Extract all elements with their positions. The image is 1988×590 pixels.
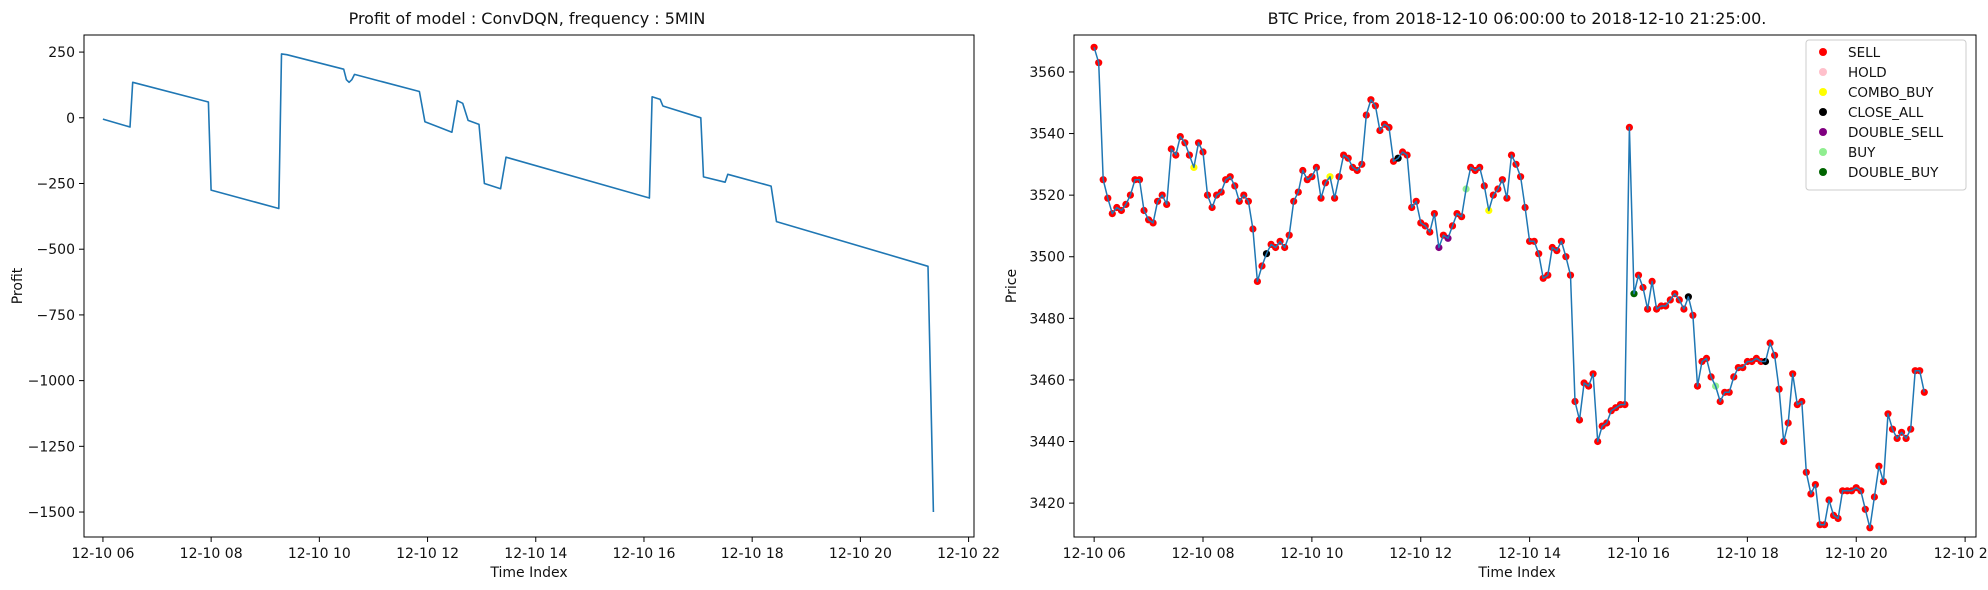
x-tick-label: 12-10 20 <box>1825 546 1888 562</box>
y-tick-label: 3440 <box>1029 435 1065 451</box>
y-tick-label: −250 <box>37 176 75 192</box>
y-tick-label: −1000 <box>28 374 75 390</box>
x-tick-label: 12-10 12 <box>1389 546 1452 562</box>
profit-x-axis-label: Time Index <box>489 565 567 581</box>
y-tick-label: 3520 <box>1029 188 1065 204</box>
legend-label: COMBO_BUY <box>1848 85 1934 101</box>
x-tick-label: 12-10 10 <box>288 546 351 562</box>
y-tick-label: 3540 <box>1029 127 1065 143</box>
btc-chart-title: BTC Price, from 2018-12-10 06:00:00 to 2… <box>1268 9 1767 28</box>
y-tick-label: 3560 <box>1029 65 1065 81</box>
y-tick-label: −500 <box>37 242 75 258</box>
y-tick-label: −1250 <box>28 439 75 455</box>
x-tick-label: 12-10 16 <box>1607 546 1670 562</box>
legend-swatch-combo-buy <box>1819 88 1827 96</box>
legend-label: HOLD <box>1848 65 1887 81</box>
x-tick-label: 12-10 14 <box>1498 546 1561 562</box>
legend-label: CLOSE_ALL <box>1848 105 1924 121</box>
x-tick-label: 12-10 10 <box>1280 546 1343 562</box>
legend-swatch-buy <box>1819 148 1827 156</box>
profit-y-ticks: 250 0 −250 −500 −750 −1000 −1250 −1500 <box>28 45 84 521</box>
btc-y-axis-label: Price <box>1004 269 1020 303</box>
y-tick-label: 3460 <box>1029 373 1065 389</box>
legend-label: DOUBLE_BUY <box>1848 165 1939 181</box>
x-tick-label: 12-10 18 <box>721 546 784 562</box>
profit-chart: Profit of model : ConvDQN, frequency : 5… <box>10 9 1000 581</box>
x-tick-label: 12-10 06 <box>71 546 134 562</box>
x-tick-label: 12-10 12 <box>396 546 459 562</box>
y-tick-label: 0 <box>66 111 75 127</box>
x-tick-label: 12-10 22 <box>937 546 1000 562</box>
legend-swatch-close-all <box>1819 108 1827 116</box>
profit-plot-frame <box>83 34 975 538</box>
x-tick-label: 12-10 14 <box>504 546 567 562</box>
btc-plot-frame <box>1073 34 1977 538</box>
profit-y-axis-label: Profit <box>10 267 26 304</box>
legend-label: SELL <box>1848 45 1881 61</box>
y-tick-label: −750 <box>37 308 75 324</box>
legend-label: BUY <box>1848 145 1876 161</box>
y-tick-label: 3480 <box>1029 311 1065 327</box>
x-tick-label: 12-10 06 <box>1063 546 1126 562</box>
x-tick-label: 12-10 08 <box>180 546 243 562</box>
y-tick-label: 250 <box>48 45 75 61</box>
x-tick-label: 12-10 08 <box>1172 546 1235 562</box>
btc-y-ticks: 3560 3540 3520 3500 3480 3460 3440 3420 <box>1029 65 1074 512</box>
legend-swatch-double-buy <box>1819 168 1827 176</box>
x-tick-label: 12-10 22 <box>1934 546 1988 562</box>
legend-swatch-double-sell <box>1819 128 1827 136</box>
legend-box <box>1805 39 1967 191</box>
x-tick-label: 12-10 20 <box>829 546 892 562</box>
profit-x-ticks: 12-10 06 12-10 08 12-10 10 12-10 12 12-10 14… <box>71 537 1000 562</box>
y-tick-label: 3420 <box>1029 496 1065 512</box>
legend-swatch-sell <box>1819 48 1827 56</box>
profit-line <box>102 53 935 513</box>
legend-label: DOUBLE_SELL <box>1848 125 1944 141</box>
y-tick-label: 3500 <box>1029 250 1065 266</box>
btc-plot-area <box>1090 43 1928 532</box>
btc-price-line <box>1093 47 1926 529</box>
profit-chart-title: Profit of model : ConvDQN, frequency : 5… <box>349 9 706 28</box>
x-tick-label: 12-10 18 <box>1716 546 1779 562</box>
legend-swatch-hold <box>1819 68 1827 76</box>
profit-plot-area <box>102 53 935 513</box>
btc-x-axis-label: Time Index <box>1477 565 1555 581</box>
btc-x-ticks: 12-10 06 12-10 08 12-10 10 12-10 12 12-10 14… <box>1063 537 1988 562</box>
x-tick-label: 12-10 16 <box>612 546 675 562</box>
y-tick-label: −1500 <box>28 505 75 521</box>
btc-price-chart: BTC Price, from 2018-12-10 06:00:00 to 2… <box>1004 9 1988 581</box>
btc-legend: SELL HOLD COMBO_BUY CLOSE_ALL DOUBLE_SELL BUY… <box>1805 39 1967 191</box>
